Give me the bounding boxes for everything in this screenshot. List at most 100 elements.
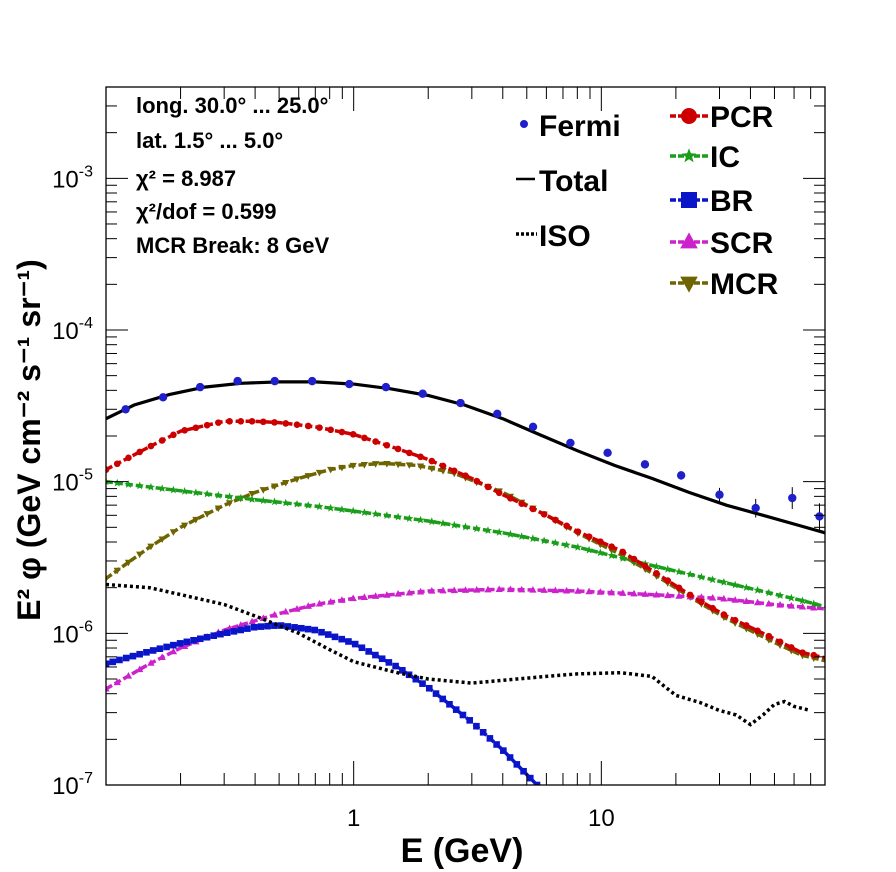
fermi-data-point: [751, 503, 760, 513]
y-tick-label: 10-6: [52, 618, 93, 648]
series-marker-pcr: [462, 472, 469, 479]
series-marker-ic: [214, 491, 223, 499]
legend-ic-marker: [681, 148, 697, 163]
series-marker-mcr: [192, 516, 200, 524]
series-marker-br: [358, 644, 366, 652]
series-marker-br: [419, 680, 426, 687]
series-marker-scr: [776, 600, 784, 608]
series-marker-ic: [573, 543, 582, 551]
fermi-data-point: [788, 493, 797, 503]
series-marker-ic: [270, 497, 279, 506]
series-marker-pcr: [731, 616, 739, 624]
series-marker-mcr: [124, 559, 133, 567]
series-marker-pcr: [664, 577, 672, 584]
series-marker-br: [311, 626, 319, 634]
series-marker-mcr: [158, 536, 166, 544]
series-marker-br: [196, 635, 204, 643]
series-marker-ic: [506, 530, 515, 538]
series-marker-br: [331, 633, 339, 641]
series-marker-pcr: [585, 533, 593, 540]
series-marker-pcr: [484, 483, 492, 491]
series-marker-ic: [315, 502, 324, 511]
series-marker-ic: [809, 599, 818, 608]
series-marker-scr: [360, 593, 369, 600]
fermi-data-point: [121, 405, 130, 414]
series-marker-br: [385, 659, 393, 666]
series-marker-scr: [742, 597, 750, 604]
series-marker-ic: [742, 583, 751, 591]
series-marker-mcr: [293, 476, 301, 483]
series-marker-ic: [562, 540, 571, 549]
series-marker-br: [513, 761, 521, 768]
x-tick-label: 1: [347, 805, 360, 832]
fermi-data-point: [603, 448, 612, 457]
fermi-data-point: [493, 409, 502, 419]
series-marker-pcr: [473, 477, 481, 485]
series-marker-br: [217, 630, 224, 638]
series-marker-ic: [528, 534, 537, 543]
legend-br-marker: [681, 192, 697, 208]
series-marker-ic: [607, 551, 616, 559]
series-marker-br: [425, 684, 433, 692]
series-marker-ic: [652, 562, 661, 571]
series-marker-pcr: [799, 649, 806, 656]
fermi-data-point: [307, 376, 317, 386]
series-marker-scr: [169, 647, 178, 655]
series-marker-pcr: [181, 427, 188, 434]
series-marker-br: [345, 638, 352, 645]
series-marker-ic: [405, 514, 414, 522]
series-marker-scr: [540, 586, 548, 593]
series-marker-scr: [304, 602, 312, 609]
series-marker-ic: [248, 495, 257, 503]
series-marker-pcr: [316, 424, 323, 431]
series-marker-scr: [371, 592, 380, 599]
series-marker-scr: [270, 610, 279, 618]
series-marker-scr: [709, 594, 717, 601]
y-tick-label: 10-3: [52, 163, 93, 193]
fermi-data-point: [815, 512, 824, 521]
series-marker-pcr: [720, 611, 728, 618]
series-marker-scr: [765, 599, 773, 607]
series-marker-scr: [619, 589, 627, 596]
series-marker-pcr: [540, 510, 548, 518]
series-marker-pcr: [675, 584, 683, 592]
x-tick-label: 10: [588, 805, 615, 832]
series-marker-br: [533, 781, 541, 785]
series-marker-pcr: [136, 448, 144, 456]
series-marker-br: [183, 638, 191, 646]
info-line-chi2: χ² = 8.987: [136, 166, 236, 191]
series-marker-pcr: [394, 445, 402, 453]
series-marker-ic: [203, 489, 212, 498]
series-marker-ic: [427, 517, 436, 526]
series-marker-mcr: [394, 461, 402, 469]
series-marker-scr: [450, 586, 458, 594]
fermi-data-point: [528, 422, 538, 431]
series-marker-ic: [776, 591, 785, 599]
series-marker-br: [156, 645, 164, 653]
series-marker-ic: [596, 548, 605, 557]
series-marker-scr: [720, 594, 728, 602]
series-marker-ic: [158, 484, 167, 492]
series-marker-pcr: [327, 426, 334, 434]
series-marker-mcr: [106, 575, 110, 583]
series-marker-pcr: [563, 522, 570, 530]
y-axis-label: E² φ (GeV cm⁻² s⁻¹ sr⁻¹): [11, 259, 47, 621]
series-marker-br: [439, 695, 447, 703]
series-marker-pcr: [349, 430, 357, 438]
series-marker-ic: [540, 536, 549, 545]
series-layer: [106, 376, 825, 785]
series-marker-ic: [798, 596, 807, 605]
fermi-data-point: [715, 490, 724, 499]
series-marker-pcr: [641, 562, 649, 570]
series-marker-pcr: [507, 495, 514, 502]
series-marker-br: [351, 640, 359, 648]
info-line-latitude: lat. 1.5° ... 5.0°: [136, 128, 283, 153]
series-marker-scr: [585, 587, 593, 595]
series-marker-pcr: [383, 441, 391, 449]
series-marker-scr: [810, 603, 818, 611]
info-line-longitude: long. 30.0° ... 25.0°: [136, 93, 328, 118]
series-marker-mcr: [203, 511, 211, 518]
legend-pcr-label: PCR: [710, 101, 774, 134]
series-marker-scr: [293, 605, 301, 612]
